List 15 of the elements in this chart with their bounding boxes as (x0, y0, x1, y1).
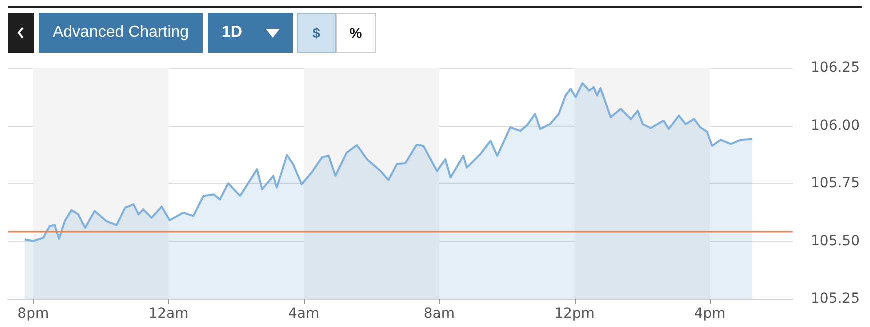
percent-toggle[interactable]: % (336, 13, 376, 53)
x-tick-label: 12am (148, 306, 189, 322)
dollar-toggle[interactable]: $ (297, 13, 336, 53)
x-tick-label: 4pm (694, 306, 726, 322)
y-tick-label: 106.25 (811, 60, 860, 76)
y-tick-label: 106.00 (811, 118, 860, 134)
range-dropdown[interactable]: 1D (208, 13, 293, 53)
x-tick-label: 4am (288, 306, 320, 322)
y-tick-label: 105.25 (811, 291, 860, 307)
x-tick-label: 8am (424, 306, 455, 322)
charting-button[interactable]: Advanced Charting (39, 13, 203, 53)
x-tick-label: 12pm (554, 306, 595, 322)
x-tick-label: 8pm (18, 306, 50, 322)
y-tick-label: 105.50 (811, 233, 860, 250)
y-tick-label: 105.75 (811, 176, 860, 192)
